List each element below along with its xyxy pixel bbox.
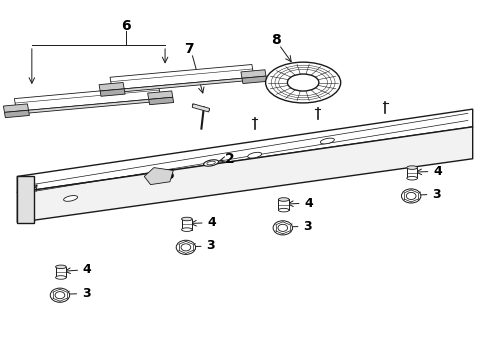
Ellipse shape [248,152,262,158]
Text: 4: 4 [83,263,92,276]
Ellipse shape [266,62,341,103]
Ellipse shape [278,224,288,231]
Polygon shape [17,176,34,222]
Polygon shape [4,110,29,118]
Polygon shape [99,82,124,91]
Bar [407,168,417,178]
Bar [181,219,192,230]
Ellipse shape [320,138,334,144]
Ellipse shape [207,161,215,165]
Polygon shape [144,168,173,185]
Text: 3: 3 [206,239,215,252]
Polygon shape [147,91,173,99]
Ellipse shape [55,265,66,269]
Bar [55,267,66,278]
Ellipse shape [406,192,416,199]
Polygon shape [3,104,28,112]
Polygon shape [242,76,267,84]
Polygon shape [192,104,210,112]
Text: 3: 3 [432,188,441,201]
Text: 6: 6 [122,19,131,33]
Text: 3: 3 [303,220,312,233]
Text: 8: 8 [271,33,281,47]
Ellipse shape [273,221,293,235]
Ellipse shape [181,244,191,251]
Polygon shape [100,89,125,96]
Ellipse shape [288,74,319,91]
Bar [278,199,289,210]
Polygon shape [110,64,254,90]
Polygon shape [17,109,473,192]
Ellipse shape [407,166,417,169]
Polygon shape [14,86,161,111]
Ellipse shape [181,217,192,221]
Text: 2: 2 [224,152,234,166]
Ellipse shape [204,160,219,166]
Polygon shape [241,70,266,78]
Ellipse shape [407,176,417,180]
Polygon shape [112,77,254,93]
Polygon shape [17,127,473,222]
Text: 4: 4 [433,165,441,177]
Text: 5: 5 [165,168,175,182]
Text: 7: 7 [184,42,194,56]
Text: 1: 1 [24,187,34,201]
Text: 4: 4 [304,197,313,210]
Ellipse shape [55,276,66,279]
Ellipse shape [64,195,77,201]
Polygon shape [17,98,161,114]
Polygon shape [149,97,173,105]
Ellipse shape [176,240,196,255]
Ellipse shape [181,228,192,231]
Text: 3: 3 [82,287,90,300]
Text: 4: 4 [207,216,216,229]
Ellipse shape [401,189,421,203]
Ellipse shape [278,208,289,212]
Ellipse shape [50,288,70,302]
Ellipse shape [278,198,289,201]
Ellipse shape [55,292,65,299]
